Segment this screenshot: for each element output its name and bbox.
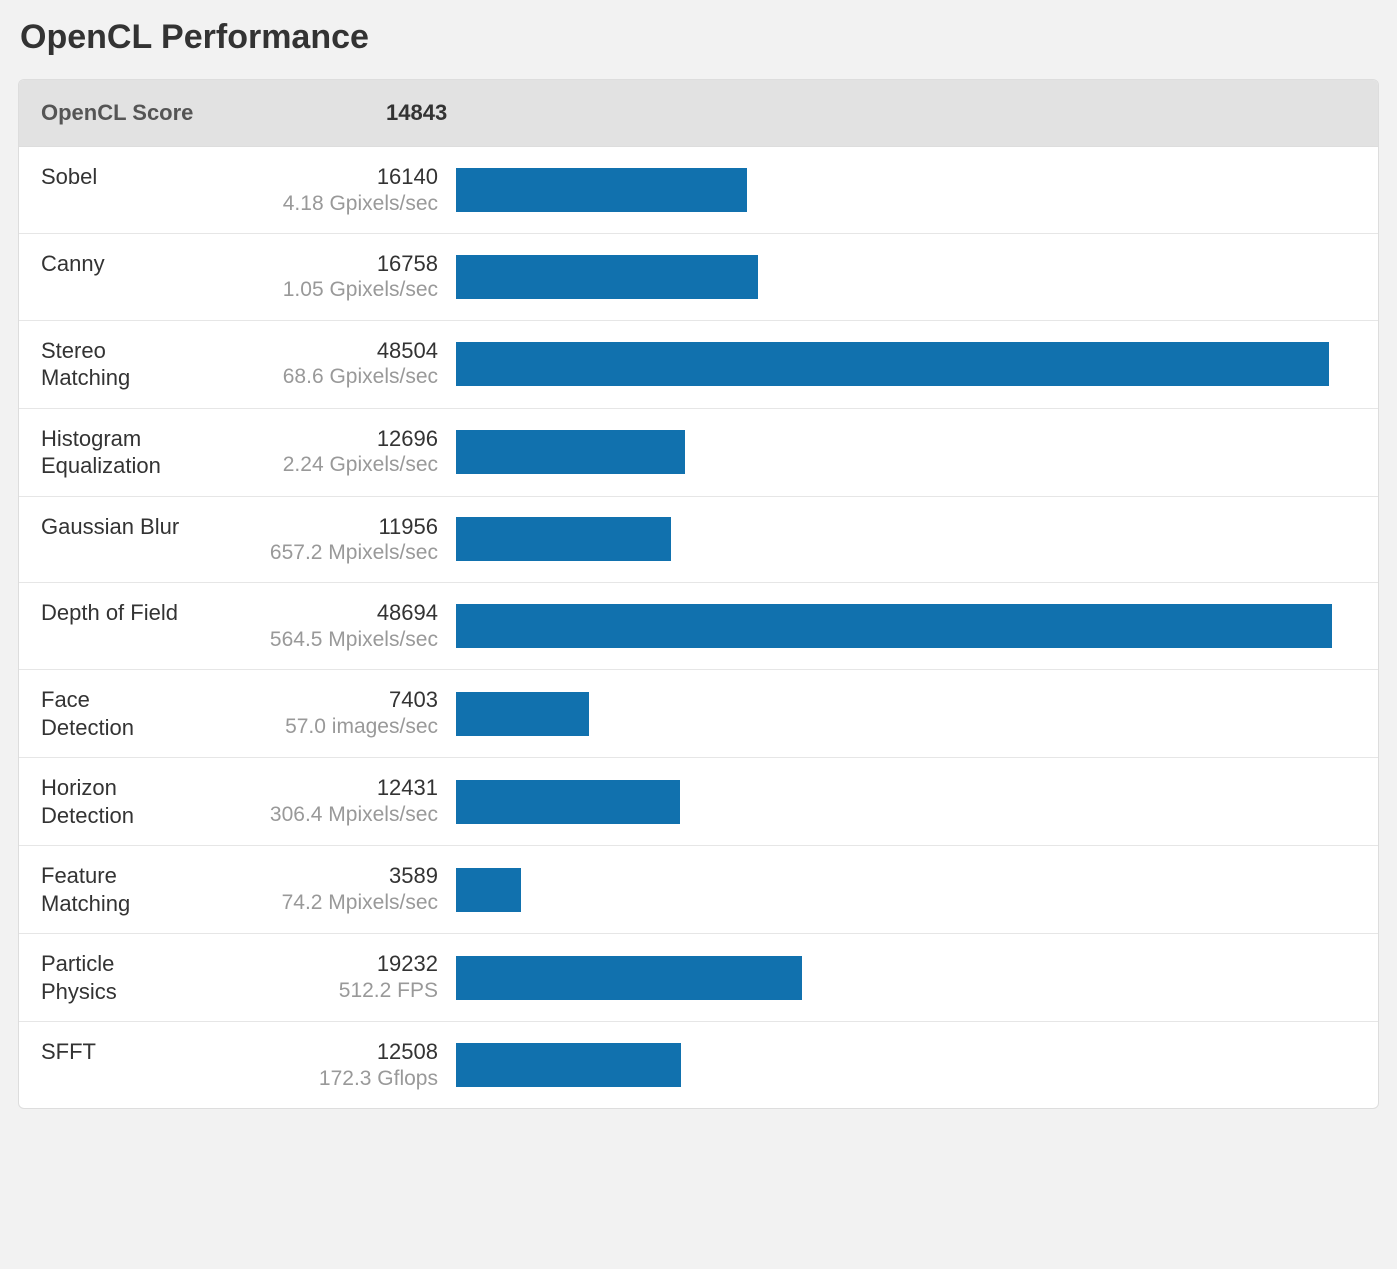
row-numbers: 358974.2 Mpixels/sec [196, 862, 456, 916]
benchmark-subvalue: 1.05 Gpixels/sec [196, 277, 438, 303]
header-label: OpenCL Score [41, 100, 386, 126]
table-row: Face Detection740357.0 images/sec [19, 670, 1378, 758]
benchmark-value: 3589 [196, 862, 438, 890]
row-left: Face Detection740357.0 images/sec [41, 686, 456, 741]
bar-track [456, 430, 1356, 474]
row-numbers: 12431306.4 Mpixels/sec [196, 774, 456, 828]
benchmark-subvalue: 564.5 Mpixels/sec [196, 627, 438, 653]
table-row: Gaussian Blur11956657.2 Mpixels/sec [19, 497, 1378, 584]
table-row: Canny167581.05 Gpixels/sec [19, 234, 1378, 321]
row-left: Stereo Matching4850468.6 Gpixels/sec [41, 337, 456, 392]
bar-track [456, 780, 1356, 824]
benchmark-value: 48694 [196, 599, 438, 627]
benchmark-value: 19232 [196, 950, 438, 978]
row-left: Gaussian Blur11956657.2 Mpixels/sec [41, 513, 456, 567]
row-left: Horizon Detection12431306.4 Mpixels/sec [41, 774, 456, 829]
page-title: OpenCL Performance [18, 18, 1379, 57]
row-left: Canny167581.05 Gpixels/sec [41, 250, 456, 304]
bar-fill [456, 517, 671, 561]
row-left: Depth of Field48694564.5 Mpixels/sec [41, 599, 456, 653]
bar-fill [456, 956, 802, 1000]
bar-track [456, 692, 1356, 736]
header-score: 14843 [386, 100, 447, 126]
benchmark-name: Face Detection [41, 686, 196, 741]
row-numbers: 740357.0 images/sec [196, 686, 456, 740]
bar-track [456, 255, 1356, 299]
bar-fill [456, 604, 1332, 648]
table-row: Horizon Detection12431306.4 Mpixels/sec [19, 758, 1378, 846]
row-numbers: 11956657.2 Mpixels/sec [196, 513, 456, 567]
benchmark-name: Stereo Matching [41, 337, 196, 392]
benchmark-name: Particle Physics [41, 950, 196, 1005]
benchmark-name: Canny [41, 250, 196, 278]
benchmark-subvalue: 172.3 Gflops [196, 1066, 438, 1092]
bar-track [456, 168, 1356, 212]
table-row: Particle Physics19232512.2 FPS [19, 934, 1378, 1022]
bar-fill [456, 255, 758, 299]
bar-track [456, 1043, 1356, 1087]
benchmark-name: Gaussian Blur [41, 513, 196, 541]
bar-track [456, 604, 1356, 648]
bar-track [456, 868, 1356, 912]
bar-fill [456, 430, 685, 474]
benchmark-value: 16140 [196, 163, 438, 191]
benchmark-subvalue: 306.4 Mpixels/sec [196, 802, 438, 828]
row-numbers: 161404.18 Gpixels/sec [196, 163, 456, 217]
row-numbers: 19232512.2 FPS [196, 950, 456, 1004]
bar-track [456, 956, 1356, 1000]
benchmark-name: Histogram Equalization [41, 425, 196, 480]
row-left: Particle Physics19232512.2 FPS [41, 950, 456, 1005]
benchmark-name: Horizon Detection [41, 774, 196, 829]
benchmark-value: 16758 [196, 250, 438, 278]
bar-fill [456, 342, 1329, 386]
benchmark-subvalue: 68.6 Gpixels/sec [196, 364, 438, 390]
benchmark-name: Feature Matching [41, 862, 196, 917]
benchmark-value: 12508 [196, 1038, 438, 1066]
bar-track [456, 342, 1356, 386]
table-row: SFFT12508172.3 Gflops [19, 1022, 1378, 1108]
bar-fill [456, 780, 680, 824]
bar-fill [456, 1043, 681, 1087]
table-row: Histogram Equalization126962.24 Gpixels/… [19, 409, 1378, 497]
benchmark-value: 7403 [196, 686, 438, 714]
benchmark-name: Depth of Field [41, 599, 196, 627]
row-numbers: 4850468.6 Gpixels/sec [196, 337, 456, 391]
row-left: SFFT12508172.3 Gflops [41, 1038, 456, 1092]
benchmark-subvalue: 57.0 images/sec [196, 714, 438, 740]
row-numbers: 12508172.3 Gflops [196, 1038, 456, 1092]
table-row: Depth of Field48694564.5 Mpixels/sec [19, 583, 1378, 670]
row-left: Histogram Equalization126962.24 Gpixels/… [41, 425, 456, 480]
benchmark-subvalue: 74.2 Mpixels/sec [196, 890, 438, 916]
table-row: Sobel161404.18 Gpixels/sec [19, 147, 1378, 234]
table-row: Feature Matching358974.2 Mpixels/sec [19, 846, 1378, 934]
row-numbers: 48694564.5 Mpixels/sec [196, 599, 456, 653]
benchmark-value: 12696 [196, 425, 438, 453]
panel-header: OpenCL Score 14843 [19, 80, 1378, 147]
row-numbers: 167581.05 Gpixels/sec [196, 250, 456, 304]
bar-fill [456, 868, 521, 912]
row-left: Sobel161404.18 Gpixels/sec [41, 163, 456, 217]
benchmark-panel: OpenCL Score 14843 Sobel161404.18 Gpixel… [18, 79, 1379, 1109]
row-left: Feature Matching358974.2 Mpixels/sec [41, 862, 456, 917]
benchmark-subvalue: 4.18 Gpixels/sec [196, 191, 438, 217]
bar-fill [456, 692, 589, 736]
benchmark-subvalue: 512.2 FPS [196, 978, 438, 1004]
row-numbers: 126962.24 Gpixels/sec [196, 425, 456, 479]
rows-container: Sobel161404.18 Gpixels/sec Canny167581.05… [19, 147, 1378, 1108]
benchmark-value: 48504 [196, 337, 438, 365]
benchmark-subvalue: 657.2 Mpixels/sec [196, 540, 438, 566]
bar-fill [456, 168, 747, 212]
bar-track [456, 517, 1356, 561]
benchmark-subvalue: 2.24 Gpixels/sec [196, 452, 438, 478]
benchmark-value: 12431 [196, 774, 438, 802]
benchmark-name: Sobel [41, 163, 196, 191]
benchmark-name: SFFT [41, 1038, 196, 1066]
table-row: Stereo Matching4850468.6 Gpixels/sec [19, 321, 1378, 409]
benchmark-value: 11956 [196, 513, 438, 541]
